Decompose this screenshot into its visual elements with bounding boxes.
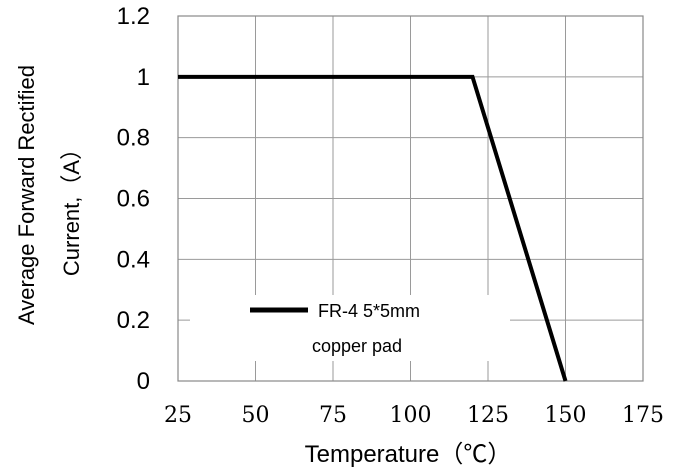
series-line-0 — [178, 74, 568, 382]
y-tick-label-2: 0.4 — [117, 246, 150, 273]
x-tick-label-3: 100 — [390, 403, 432, 428]
y-tick-label-0: 0 — [137, 368, 150, 395]
y-tick-label-4: 0.8 — [117, 125, 150, 152]
legend-box — [190, 295, 510, 361]
x-tick-labels: 25 50 75 100 125 150 175 — [164, 403, 664, 428]
legend-label-line1: FR-4 5*5mm — [318, 301, 420, 321]
y-axis-label-line1: Average Forward Rectified — [14, 65, 39, 325]
y-tick-label-3: 0.6 — [117, 186, 150, 213]
x-tick-label-2: 75 — [319, 403, 347, 428]
y-axis-label-line2: Current,（A） — [59, 138, 84, 276]
x-tick-label-6: 175 — [622, 403, 664, 428]
x-tick-label-1: 50 — [242, 403, 270, 428]
x-tick-label-4: 125 — [467, 403, 509, 428]
x-tick-label-0: 25 — [164, 403, 192, 428]
legend-label-line2: copper pad — [312, 336, 402, 356]
x-tick-label-5: 150 — [545, 403, 587, 428]
y-tick-label-1: 0.2 — [117, 307, 150, 334]
y-tick-label-5: 1 — [137, 64, 150, 91]
x-axis-label: Temperature（℃） — [305, 441, 512, 468]
y-tick-label-6: 1.2 — [117, 3, 150, 30]
y-tick-labels: 0 0.2 0.4 0.6 0.8 1 1.2 — [117, 3, 150, 395]
plot-frame — [177, 15, 644, 382]
series-layer — [178, 74, 568, 382]
